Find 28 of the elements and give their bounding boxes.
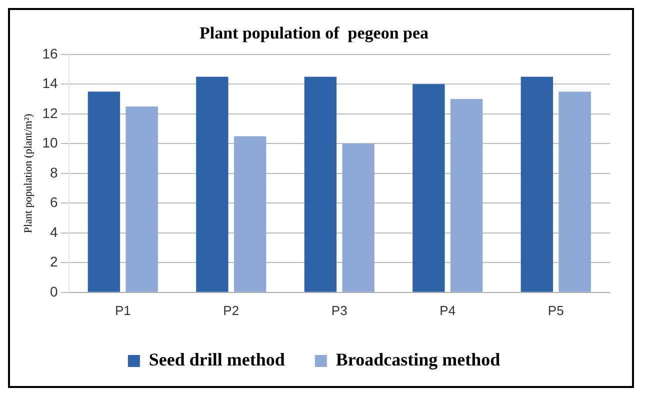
y-tick-label: 10 [42, 134, 58, 151]
bar [196, 76, 228, 292]
y-axis-title: Plant population (plant/m²) [22, 113, 34, 234]
x-tick-label: P1 [114, 302, 131, 318]
y-tick-label: 6 [50, 194, 58, 210]
bar [234, 136, 266, 292]
y-tick-label: 0 [50, 283, 58, 300]
bar [450, 99, 483, 292]
bar [558, 92, 591, 292]
chart-title: Plant population of pegeon pea [199, 24, 430, 43]
x-tick-label: P5 [548, 302, 564, 318]
y-tick-label: 14 [42, 75, 58, 92]
x-tick-label: P4 [440, 302, 456, 318]
y-tick-label: 2 [50, 254, 58, 270]
x-tick-label: P2 [223, 302, 240, 318]
bar [412, 84, 445, 292]
bar [342, 144, 374, 292]
legend-label: Broadcasting method [336, 350, 500, 370]
bar [304, 76, 337, 292]
y-tick-label: 12 [42, 104, 58, 121]
bar [88, 92, 120, 292]
x-tick-label: P3 [331, 302, 348, 318]
y-tick-label: 16 [42, 45, 58, 62]
y-tick-label: 8 [50, 164, 58, 180]
bar [520, 76, 554, 292]
bar [126, 106, 158, 292]
y-tick-label: 4 [50, 224, 58, 240]
legend-label: Seed drill method [148, 350, 285, 370]
